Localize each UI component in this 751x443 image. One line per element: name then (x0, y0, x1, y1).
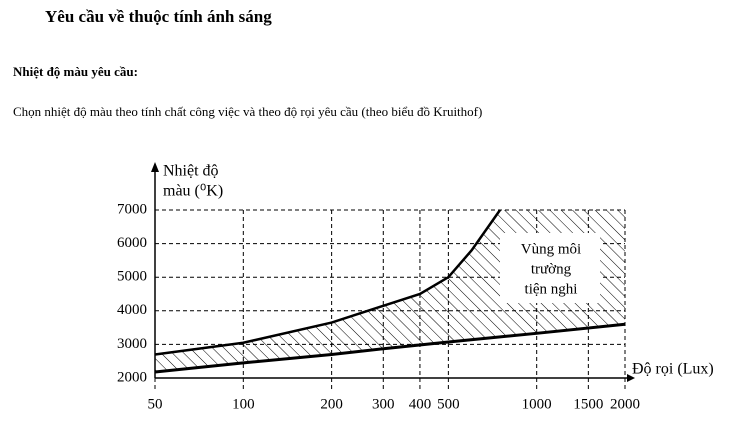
chart: 2000 3000 4000 5000 6000 7000 50 100 200 300 400 50… (117, 162, 714, 412)
y-tick-label: 5000 (117, 269, 147, 285)
x-axis-label: Độ rọi (Lux) (632, 361, 714, 378)
x-tick-label: 100 (232, 396, 255, 412)
x-tick-label: 50 (148, 396, 163, 412)
y-tick-label: 3000 (117, 336, 147, 352)
y-tick-label: 6000 (117, 235, 147, 251)
x-tick-label: 2000 (610, 396, 640, 412)
annotation: trường (531, 261, 572, 277)
y-axis-label: màu (⁰K) (163, 183, 223, 200)
x-tick-label: 1000 (522, 396, 552, 412)
y-tick-label: 7000 (117, 201, 147, 217)
y-axis-label: Nhiệt độ (163, 163, 219, 180)
y-axis-arrow (151, 162, 159, 172)
x-tick-label: 300 (372, 396, 395, 412)
x-tick-label: 200 (320, 396, 343, 412)
paragraph: Chọn nhiệt độ màu theo tính chất công vi… (13, 104, 482, 119)
x-tick-label: 400 (409, 396, 432, 412)
y-tick-label: 2000 (117, 369, 147, 385)
annotation: Vùng môi (521, 241, 581, 257)
heading: Nhiệt độ màu yêu cầu: (13, 64, 138, 79)
title: Yêu cầu về thuộc tính ánh sáng (45, 7, 272, 26)
x-tick-label: 500 (437, 396, 460, 412)
y-tick-label: 4000 (117, 302, 147, 318)
annotation: tiện nghi (525, 281, 578, 297)
x-axis-arrow (627, 374, 635, 382)
series-line (154, 322, 626, 374)
x-tick-label: 1500 (573, 396, 603, 412)
series-line (154, 209, 502, 356)
annotation-box (500, 233, 600, 303)
